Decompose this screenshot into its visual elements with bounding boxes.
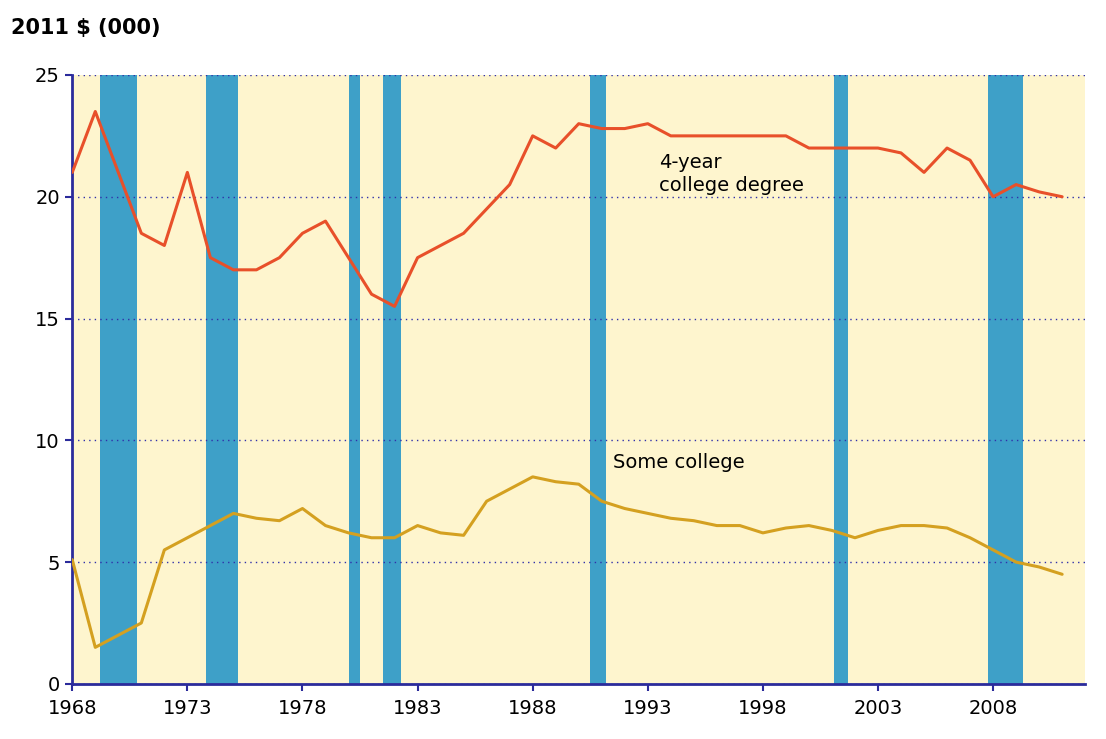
Bar bbox=[989, 75, 1023, 684]
Text: Some college: Some college bbox=[613, 452, 744, 471]
Bar bbox=[206, 75, 238, 684]
Bar bbox=[100, 75, 137, 684]
Bar bbox=[591, 75, 606, 684]
Bar bbox=[348, 75, 361, 684]
Text: 2011 $ (000): 2011 $ (000) bbox=[11, 18, 161, 38]
Bar bbox=[383, 75, 401, 684]
Bar bbox=[834, 75, 848, 684]
Text: 4-year
college degree: 4-year college degree bbox=[659, 153, 804, 195]
